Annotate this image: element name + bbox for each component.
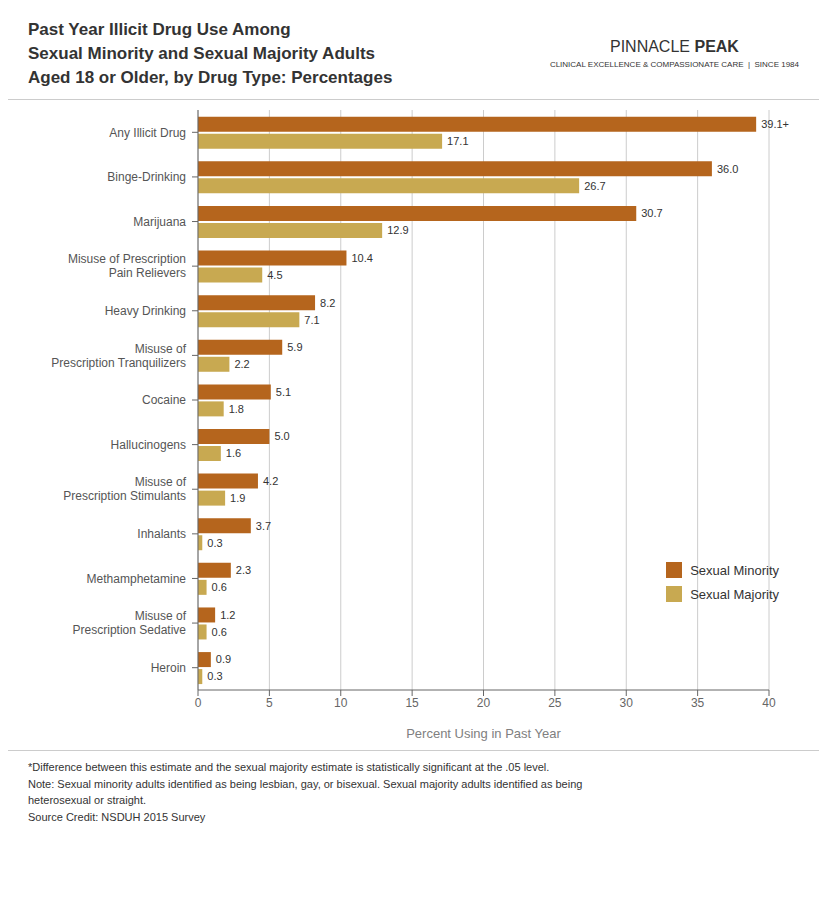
svg-text:0.6: 0.6	[212, 582, 227, 594]
svg-text:0.6: 0.6	[212, 626, 227, 638]
svg-text:0.3: 0.3	[207, 537, 222, 549]
svg-text:Heavy Drinking: Heavy Drinking	[105, 304, 186, 318]
svg-text:Cocaine: Cocaine	[142, 394, 186, 408]
svg-text:1.2: 1.2	[220, 609, 235, 621]
svg-text:Misuse ofPrescription Sedative: Misuse ofPrescription Sedative	[73, 610, 187, 638]
svg-text:Misuse of PrescriptionPain Rel: Misuse of PrescriptionPain Relievers	[68, 253, 186, 281]
svg-text:Heroin: Heroin	[151, 661, 186, 675]
svg-text:Binge-Drinking: Binge-Drinking	[107, 171, 186, 185]
svg-text:Hallucinogens: Hallucinogens	[111, 438, 186, 452]
svg-text:Inhalants: Inhalants	[137, 527, 186, 541]
svg-text:35: 35	[691, 696, 705, 710]
svg-text:10.4: 10.4	[351, 252, 372, 264]
svg-text:Percent Using in Past Year: Percent Using in Past Year	[406, 726, 561, 741]
svg-text:0: 0	[195, 696, 202, 710]
html-text:Note: Sexual minority adults i: Note: Sexual minority adults identified …	[28, 777, 583, 790]
svg-text:15: 15	[405, 696, 419, 710]
svg-text:17.1: 17.1	[447, 135, 468, 147]
html-text:heterosexual or straight.: heterosexual or straight.	[28, 794, 146, 807]
svg-text:0.9: 0.9	[216, 654, 231, 666]
svg-text:Any Illicit Drug: Any Illicit Drug	[109, 126, 186, 140]
svg-text:2.2: 2.2	[234, 359, 249, 371]
svg-text:20: 20	[477, 696, 491, 710]
svg-text:39.1+: 39.1+	[761, 118, 789, 130]
svg-text:1.9: 1.9	[230, 492, 245, 504]
svg-text:40: 40	[762, 696, 776, 710]
svg-text:Misuse ofPrescription Tranquil: Misuse ofPrescription Tranquilizers	[51, 342, 186, 370]
svg-text:5: 5	[266, 696, 273, 710]
svg-text:Misuse ofPrescription Stimulan: Misuse ofPrescription Stimulants	[63, 476, 186, 504]
html-text:PINNACLE PEAK: PINNACLE PEAK	[610, 38, 739, 56]
svg-text:8.2: 8.2	[320, 297, 335, 309]
svg-text:30: 30	[620, 696, 634, 710]
html-text:Sexual Majority: Sexual Majority	[690, 586, 779, 602]
svg-text:36.0: 36.0	[717, 163, 738, 175]
svg-text:1.8: 1.8	[229, 403, 244, 415]
svg-text:4.5: 4.5	[267, 269, 282, 281]
svg-text:7.1: 7.1	[304, 314, 319, 326]
svg-text:26.7: 26.7	[584, 180, 605, 192]
html-text:Sexual Minority: Sexual Minority	[690, 562, 779, 578]
svg-text:5.9: 5.9	[287, 342, 302, 354]
html-text:Past Year Illicit Drug Use Amo: Past Year Illicit Drug Use Among Sexual …	[28, 20, 393, 87]
svg-text:10: 10	[334, 696, 348, 710]
svg-text:5.1: 5.1	[276, 386, 291, 398]
svg-text:2.3: 2.3	[236, 565, 251, 577]
svg-text:30.7: 30.7	[641, 208, 662, 220]
svg-text:0.3: 0.3	[207, 671, 222, 683]
svg-text:12.9: 12.9	[387, 225, 408, 237]
svg-text:4.2: 4.2	[263, 475, 278, 487]
svg-text:25: 25	[548, 696, 562, 710]
svg-text:3.7: 3.7	[256, 520, 271, 532]
html-text:CLINICAL EXCELLENCE & COMPASSI: CLINICAL EXCELLENCE & COMPASSIONATE CARE…	[549, 60, 799, 70]
svg-text:1.6: 1.6	[226, 448, 241, 460]
html-text:*Difference between this estim: *Difference between this estimate and th…	[28, 761, 550, 774]
svg-text:Marijuana: Marijuana	[133, 215, 186, 229]
html-text:Source Credit: NSDUH 2015 Surv: Source Credit: NSDUH 2015 Survey	[28, 810, 206, 823]
svg-text:Methamphetamine: Methamphetamine	[87, 572, 187, 586]
svg-text:5.0: 5.0	[274, 431, 289, 443]
